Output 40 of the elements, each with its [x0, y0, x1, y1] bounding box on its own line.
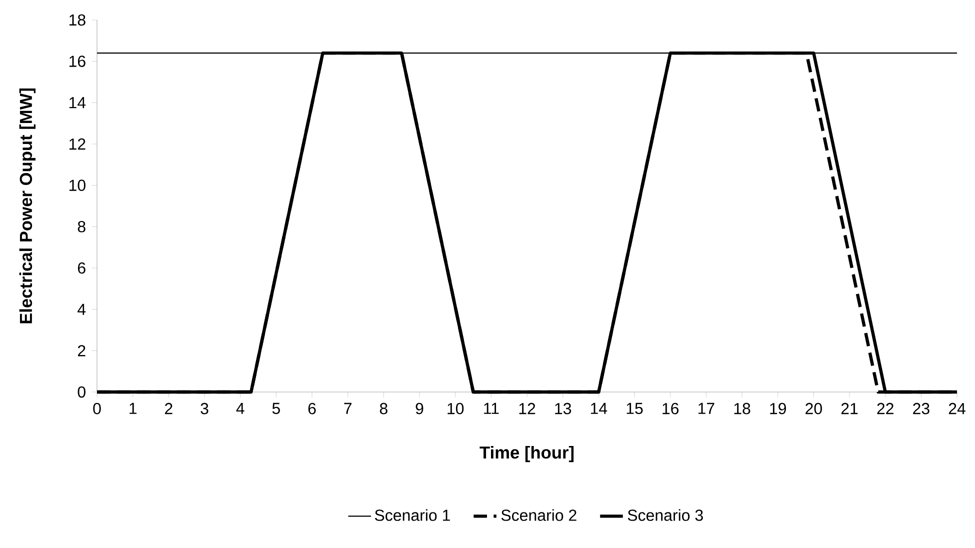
x-tick-label: 7 — [344, 402, 352, 414]
x-tick-label: 2 — [165, 402, 172, 414]
x-tick-label: 1 — [130, 402, 137, 414]
x-tick-label: 3 — [200, 402, 208, 414]
x-tick-label: 22 — [877, 402, 894, 414]
x-tick-label: 13 — [555, 402, 572, 414]
y-tick-label: 16 — [69, 56, 86, 67]
x-tick-label: 6 — [308, 402, 316, 414]
x-tick-label: 11 — [484, 402, 499, 414]
x-tick-label: 20 — [806, 402, 822, 414]
y-tick-label: 18 — [69, 14, 86, 26]
x-tick-label: 17 — [698, 402, 714, 414]
x-tick-label: 15 — [626, 402, 643, 414]
x-tick-label: 10 — [448, 402, 464, 414]
y-tick-label: 4 — [78, 304, 86, 315]
x-tick-label: 12 — [519, 402, 536, 414]
x-tick-label: 14 — [590, 402, 608, 414]
x-tick-label: 19 — [770, 402, 786, 414]
x-tick-label: 23 — [913, 402, 930, 414]
y-tick-label: 2 — [78, 345, 86, 356]
x-tick-label: 16 — [662, 402, 679, 414]
x-tick-label: 9 — [416, 402, 424, 414]
x-tick-label: 24 — [948, 402, 966, 414]
x-tick-label: 21 — [841, 402, 858, 414]
y-tick-label: 12 — [69, 138, 86, 150]
legend-label: Scenario 3 — [628, 509, 703, 521]
y-tick-label: 10 — [69, 180, 86, 191]
legend-label: Scenario 1 — [374, 509, 450, 521]
y-tick-label: 14 — [69, 97, 86, 108]
y-tick-label: 8 — [78, 220, 86, 232]
y-tick-label: 6 — [78, 262, 86, 274]
x-tick-label: 4 — [236, 402, 244, 414]
legend-label: Scenario 2 — [501, 509, 576, 521]
y-tick-label: 0 — [78, 386, 86, 398]
x-tick-label: 18 — [734, 402, 750, 414]
x-tick-label: 0 — [93, 402, 101, 414]
x-axis-title: Time [hour] — [480, 446, 574, 462]
x-tick-label: 8 — [380, 402, 388, 414]
y-axis-title: Electrical Power Ouput [MW] — [19, 88, 36, 324]
x-tick-label: 5 — [272, 402, 280, 414]
